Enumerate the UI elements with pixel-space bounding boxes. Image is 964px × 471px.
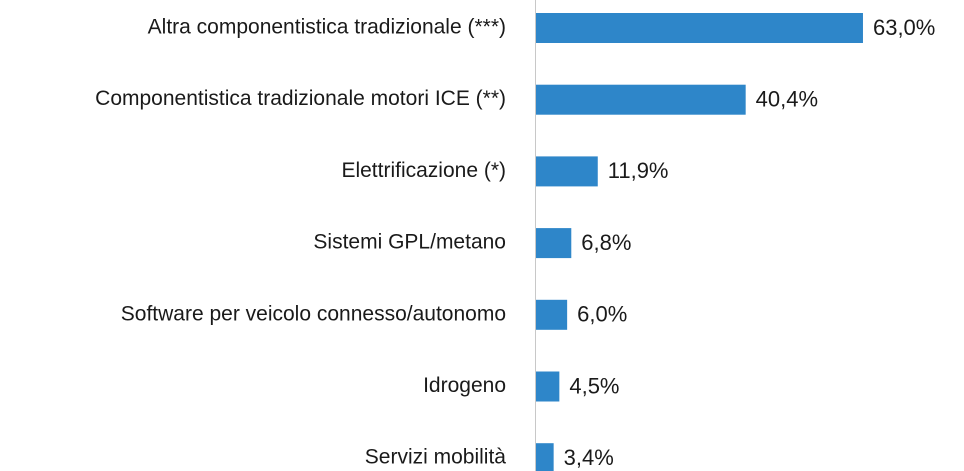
category-label: Sistemi GPL/metano: [313, 231, 506, 254]
value-label: 63,0%: [873, 15, 935, 40]
category-label: Elettrificazione (*): [341, 159, 506, 182]
category-label: Altra componentistica tradizionale (***): [148, 16, 506, 39]
value-label: 4,5%: [569, 373, 619, 398]
category-label: Componentistica tradizionale motori ICE …: [95, 87, 506, 110]
bar: [536, 156, 598, 187]
bar: [536, 299, 568, 330]
bar: [536, 84, 746, 115]
value-label: 6,0%: [577, 302, 627, 327]
category-label: Servizi mobilità: [365, 446, 507, 469]
bar: [536, 371, 560, 402]
bar: [536, 13, 863, 43]
value-label: 6,8%: [581, 230, 631, 255]
category-label: Software per veicolo connesso/autonomo: [121, 302, 506, 325]
value-label: 11,9%: [608, 158, 669, 183]
value-label: 3,4%: [564, 445, 614, 470]
category-label: Idrogeno: [423, 374, 506, 397]
value-label: 40,4%: [756, 87, 818, 112]
bar: [536, 443, 554, 471]
bar: [536, 228, 572, 259]
